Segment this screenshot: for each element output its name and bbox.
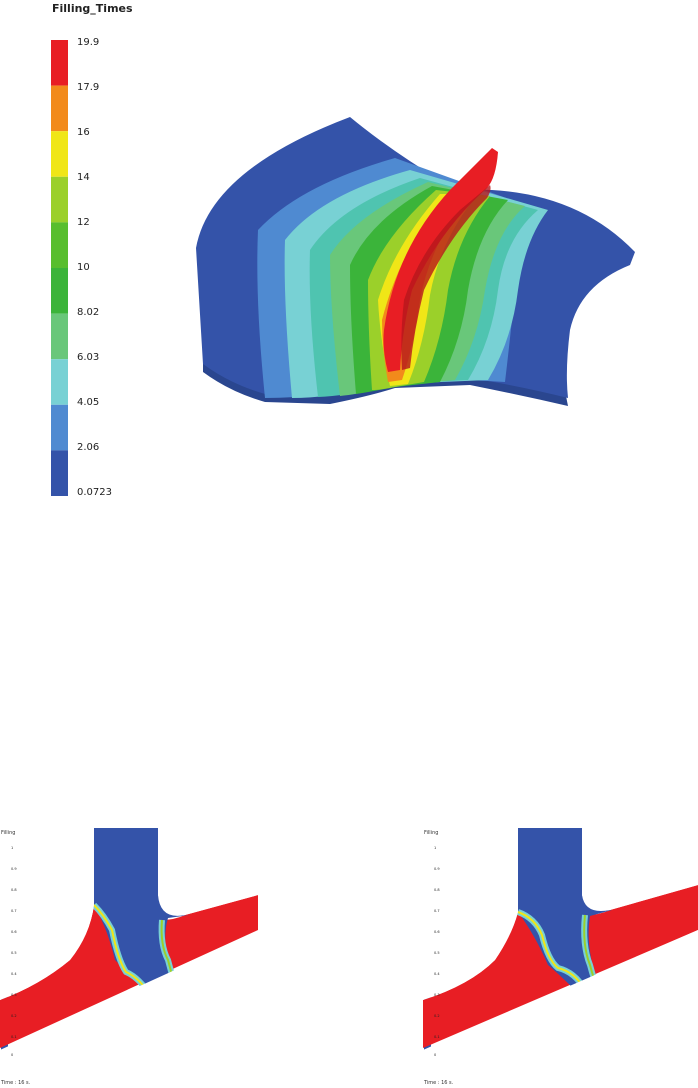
panel-1-wall-upper [0,828,94,1000]
legend-swatch-1 [51,85,68,132]
panel-2-label-8: 0.2 [434,1014,440,1018]
panel-1-figure [0,828,258,1058]
legend-label-0: 19.9 [77,37,100,48]
legend-label-4: 12 [77,217,90,228]
legend-label-7: 6.03 [77,352,100,363]
panel-2-wall-right [582,828,698,911]
legend-label-10: 0.0723 [77,487,112,498]
panel-1-time: Time : 16 s. [1,1080,31,1086]
panel-2-wall-upper [423,828,518,1000]
legend-swatch-7 [51,359,68,405]
panel-2-label-9: 0.1 [434,1035,440,1039]
panel-2-label-0: 1 [434,846,437,850]
legend-swatch-2 [51,131,68,177]
legend-label-5: 10 [77,262,90,273]
legend-title: Filling_Times [52,2,133,15]
panel-1-label-3: 0.7 [11,909,17,913]
legend-color-bar [51,40,68,496]
panel-1-wall-right [158,828,258,916]
panel-2-figure [423,828,698,1058]
panel-1-wall-lower [0,932,258,1058]
panel-1-label-7: 0.3 [11,993,17,997]
panel-2-label-1: 0.9 [434,867,440,871]
panel-2-label-3: 0.7 [434,909,440,913]
panel-1-front-left-inner [93,904,153,999]
red-ridge-shadow [401,185,491,370]
legend-swatch-8 [51,404,68,451]
panel-1-label-4: 0.6 [11,930,17,934]
legend-swatch-3 [51,176,68,223]
panel-1-title: Filling [1,830,16,836]
part-3d-render [196,117,635,406]
panel-1-label-0: 1 [11,846,14,850]
panel-1-label-5: 0.5 [11,951,17,955]
panel-1-label-6: 0.4 [11,972,17,976]
legend-label-9: 2.06 [77,442,100,453]
legend-label-2: 16 [77,127,90,138]
panel-2-wall-lower [423,930,698,1058]
panel-1-label-10: 0 [11,1053,14,1057]
legend-swatch-4 [51,222,68,268]
panel-2-label-2: 0.8 [434,888,440,892]
panel-2-label-4: 0.6 [434,930,440,934]
legend-label-6: 8.02 [77,307,100,318]
panel-2-time: Time : 16 s. [424,1080,454,1086]
panel-1-label-8: 0.2 [11,1014,17,1018]
panel-2-label-10: 0 [434,1053,437,1057]
panel-1-label-1: 0.9 [11,867,17,871]
panel-2-front-left-inner [517,911,586,991]
legend-label-3: 14 [77,172,90,183]
panel-2-label-5: 0.5 [434,951,440,955]
panel-2-label-7: 0.3 [434,993,440,997]
legend-swatch-0 [51,40,68,86]
legend-swatch-6 [51,313,68,360]
panel-1-label-9: 0.1 [11,1035,17,1039]
legend-swatch-5 [51,268,68,314]
panel-2-label-6: 0.4 [434,972,440,976]
panel-1-label-2: 0.8 [11,888,17,892]
legend-label-8: 4.05 [77,397,100,408]
legend-label-1: 17.9 [77,82,100,93]
legend-swatch-9 [51,450,68,496]
panel-2-title: Filling [424,830,439,836]
